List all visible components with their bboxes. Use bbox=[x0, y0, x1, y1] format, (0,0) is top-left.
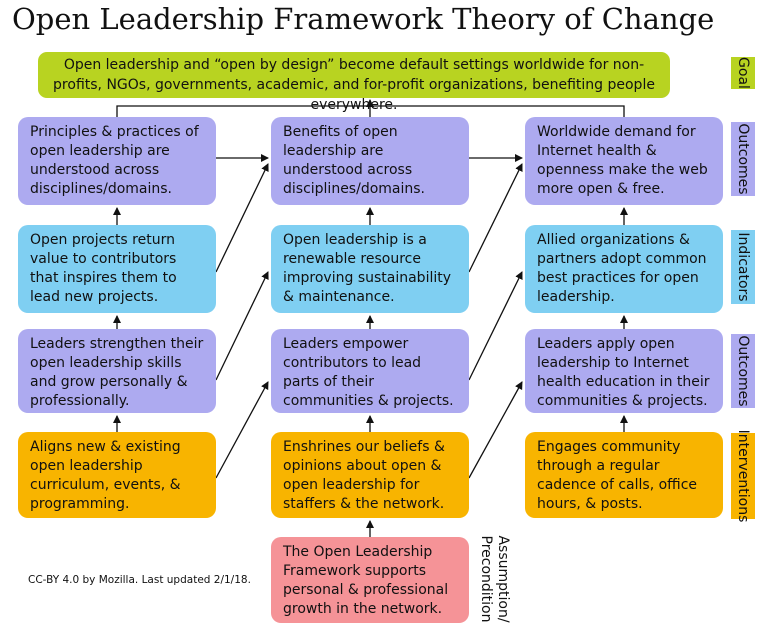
outcome-benefits-understood: Benefits of open leadership are understo… bbox=[271, 117, 469, 205]
row-label-goal: Goal bbox=[731, 57, 755, 89]
row-label-outcomes-mid: Outcomes bbox=[731, 334, 755, 408]
row-label-goal-text: Goal bbox=[735, 57, 751, 89]
row-label-outcomes-top: Outcomes bbox=[731, 122, 755, 196]
row-label-assumption: Assumption/ Precondition bbox=[472, 531, 516, 627]
page-title: Open Leadership Framework Theory of Chan… bbox=[12, 2, 715, 36]
outcome-principles-understood: Principles & practices of open leadershi… bbox=[18, 117, 216, 205]
intervention-enshrines-beliefs: Enshrines our beliefs & opinions about o… bbox=[271, 432, 469, 518]
license-credit: CC-BY 4.0 by Mozilla. Last updated 2/1/1… bbox=[28, 574, 251, 586]
outcome-leaders-empower: Leaders empower contributors to lead par… bbox=[271, 329, 469, 413]
indicator-allied-organizations: Allied organizations & partners adopt co… bbox=[525, 225, 723, 313]
indicator-renewable-resource: Open leadership is a renewable resource … bbox=[271, 225, 469, 313]
row-label-assumption-text: Assumption/ Precondition bbox=[478, 535, 511, 623]
intervention-engages-community: Engages community through a regular cade… bbox=[525, 432, 723, 518]
row-label-outcomes-mid-text: Outcomes bbox=[735, 335, 751, 407]
goal-box: Open leadership and “open by design” bec… bbox=[38, 52, 670, 113]
outcome-leaders-apply: Leaders apply open leadership to Interne… bbox=[525, 329, 723, 413]
indicator-projects-return-value: Open projects return value to contributo… bbox=[18, 225, 216, 313]
row-label-outcomes-top-text: Outcomes bbox=[735, 123, 751, 195]
row-label-indicators-text: Indicators bbox=[735, 232, 751, 302]
row-label-interventions: Interventions bbox=[731, 430, 755, 522]
precondition-box: The Open Leadership Framework supports p… bbox=[271, 537, 469, 623]
row-label-indicators: Indicators bbox=[731, 230, 755, 304]
outcome-leaders-strengthen: Leaders strengthen their open leadership… bbox=[18, 329, 216, 413]
outcome-worldwide-demand: Worldwide demand for Internet health & o… bbox=[525, 117, 723, 205]
intervention-aligns-curriculum: Aligns new & existing open leadership cu… bbox=[18, 432, 216, 518]
row-label-interventions-text: Interventions bbox=[735, 429, 751, 523]
